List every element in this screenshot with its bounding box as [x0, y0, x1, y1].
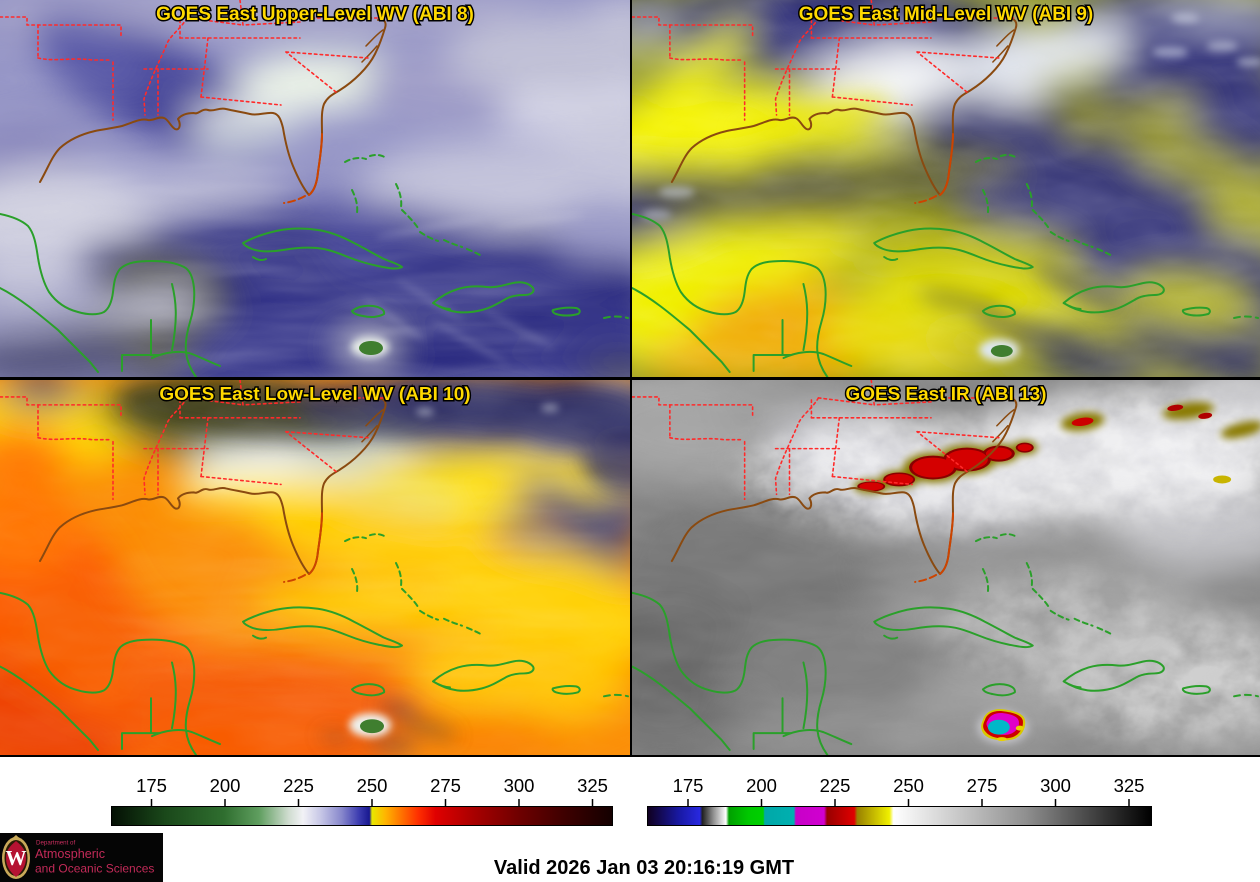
svg-text:GOES East Low-Level WV (ABI 10: GOES East Low-Level WV (ABI 10) [159, 384, 470, 405]
svg-text:GOES East Upper-Level WV (ABI: GOES East Upper-Level WV (ABI 8) [156, 4, 474, 25]
svg-text:300: 300 [504, 775, 535, 796]
svg-text:200: 200 [746, 775, 777, 796]
svg-text:W: W [6, 846, 27, 870]
svg-text:225: 225 [283, 775, 314, 796]
svg-text:275: 275 [967, 775, 998, 796]
svg-text:250: 250 [893, 775, 924, 796]
svg-text:325: 325 [1114, 775, 1145, 796]
svg-text:Atmospheric: Atmospheric [35, 847, 105, 861]
svg-text:225: 225 [820, 775, 851, 796]
svg-text:Department of: Department of [36, 840, 75, 847]
svg-text:275: 275 [430, 775, 461, 796]
svg-text:and Oceanic Sciences: and Oceanic Sciences [35, 862, 154, 876]
svg-text:175: 175 [136, 775, 167, 796]
svg-text:200: 200 [210, 775, 241, 796]
svg-text:325: 325 [577, 775, 608, 796]
svg-text:175: 175 [673, 775, 704, 796]
svg-text:250: 250 [357, 775, 388, 796]
svg-text:GOES East IR (ABI 13): GOES East IR (ABI 13) [846, 384, 1047, 405]
svg-text:300: 300 [1040, 775, 1071, 796]
svg-text:GOES East Mid-Level WV (ABI 9): GOES East Mid-Level WV (ABI 9) [799, 4, 1093, 25]
